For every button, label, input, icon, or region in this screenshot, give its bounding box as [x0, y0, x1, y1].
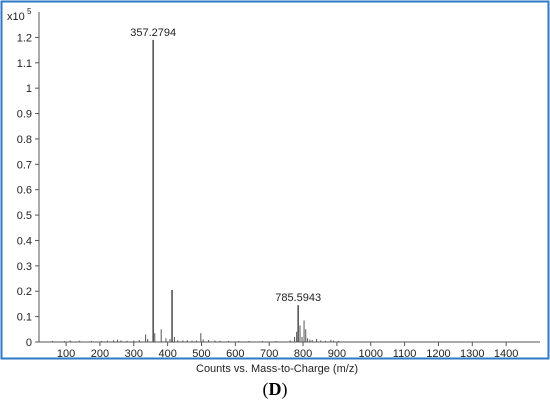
y-tick-label: 1.1: [17, 58, 32, 70]
peak-label: 357.2794: [130, 27, 176, 39]
x-tick-label: 1300: [460, 348, 484, 360]
y-tick-label: 0.3: [17, 261, 32, 273]
y-multiplier: x10: [7, 11, 25, 23]
x-axis-label: Counts vs. Mass-to-Charge (m/z): [196, 363, 358, 375]
y-tick-label: 0.9: [17, 109, 32, 121]
y-exponent: 5: [27, 7, 32, 16]
x-tick-label: 500: [192, 348, 210, 360]
y-tick-label: 1.2: [17, 32, 32, 44]
panel-label-close: ): [281, 379, 288, 399]
x-tick-label: 400: [158, 348, 176, 360]
x-tick-label: 100: [57, 348, 75, 360]
x-tick-label: 900: [328, 348, 346, 360]
y-tick-label: 0.1: [17, 312, 32, 324]
x-tick-label: 300: [125, 348, 143, 360]
peak-label: 785.5943: [275, 292, 321, 304]
x-tick-label: 1400: [494, 348, 518, 360]
x-tick-label: 700: [260, 348, 278, 360]
y-tick-label: 0.4: [17, 235, 32, 247]
x-tick-label: 600: [226, 348, 244, 360]
axis-ticks: 0 0.1 0.2 0.3 0.4 0.5 0.6 0.7 0.8 0.9 1 1.1 1.2 100 20…: [17, 32, 519, 360]
x-tick-label: 200: [91, 348, 109, 360]
y-tick-label: 0.8: [17, 134, 32, 146]
chart-border: [0, 0, 550, 360]
y-tick-label: 0: [26, 337, 32, 349]
x-tick-label: 800: [294, 348, 312, 360]
y-tick-label: 0.2: [17, 286, 32, 298]
y-tick-label: 0.6: [17, 185, 32, 197]
panel-label-letter: D: [268, 379, 282, 399]
x-tick-label: 1100: [393, 348, 417, 360]
peak-bars: [52, 39, 340, 342]
peak-labels: 357.2794 785.5943: [130, 27, 321, 304]
y-tick-label: 0.7: [17, 159, 32, 171]
y-tick-label: 1: [26, 83, 32, 95]
y-tick-label: 0.5: [17, 210, 32, 222]
panel-label: (D): [0, 379, 550, 400]
x-tick-label: 1200: [426, 348, 450, 360]
panel-label-open: (: [262, 379, 269, 399]
x-tick-label: 1000: [359, 348, 383, 360]
